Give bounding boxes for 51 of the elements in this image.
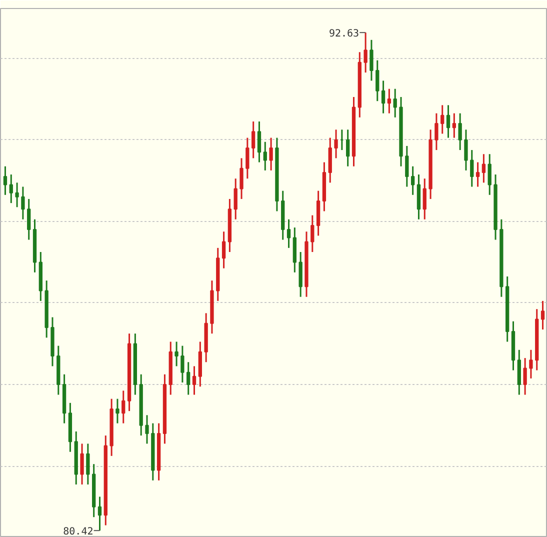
candlestick (464, 128, 468, 172)
candlestick (458, 112, 462, 151)
candlestick (186, 361, 190, 396)
candlestick (15, 182, 19, 208)
candlestick (9, 174, 13, 204)
candlestick (405, 145, 409, 188)
candlestick (334, 128, 338, 159)
candlestick (27, 198, 31, 241)
candlestick (122, 390, 126, 424)
candlestick (3, 166, 8, 196)
candlestick (523, 357, 527, 396)
candlestick (393, 88, 397, 118)
candlestick (422, 178, 426, 220)
candlestick (98, 496, 102, 532)
candlestick (387, 88, 392, 114)
candlestick (246, 137, 250, 180)
candlestick (234, 178, 238, 220)
annotation: 92.63 (328, 28, 360, 40)
candlestick (476, 162, 480, 188)
candlestick (263, 141, 267, 172)
candlestick (440, 104, 444, 134)
candlestick (470, 149, 474, 188)
candlestick (364, 32, 368, 74)
candlestick (482, 153, 486, 184)
candlestick (180, 345, 184, 384)
candlestick (310, 214, 314, 253)
candlestick (410, 166, 415, 196)
annotation: 80.42 (63, 526, 94, 537)
candlestick (80, 442, 84, 486)
candlestick (452, 112, 456, 139)
candlestick (192, 365, 196, 396)
candlestick (145, 414, 149, 444)
candlestick (488, 153, 492, 196)
candlestick (251, 120, 256, 159)
candlestick (240, 157, 244, 200)
candlestick (381, 80, 386, 114)
candlestick (529, 349, 533, 380)
candlestick (540, 300, 545, 330)
candlestick (346, 128, 350, 168)
candlestick (116, 398, 120, 424)
candlestick (286, 218, 291, 249)
candlestick (257, 120, 262, 164)
candlestick (269, 137, 273, 172)
candlestick (446, 104, 450, 139)
candlestick (376, 60, 380, 102)
candlestick (21, 186, 25, 220)
candlestick (434, 112, 438, 151)
candlestick (222, 230, 226, 270)
candlestick (174, 340, 178, 367)
candlestick (86, 442, 90, 486)
candlestick (370, 39, 374, 82)
